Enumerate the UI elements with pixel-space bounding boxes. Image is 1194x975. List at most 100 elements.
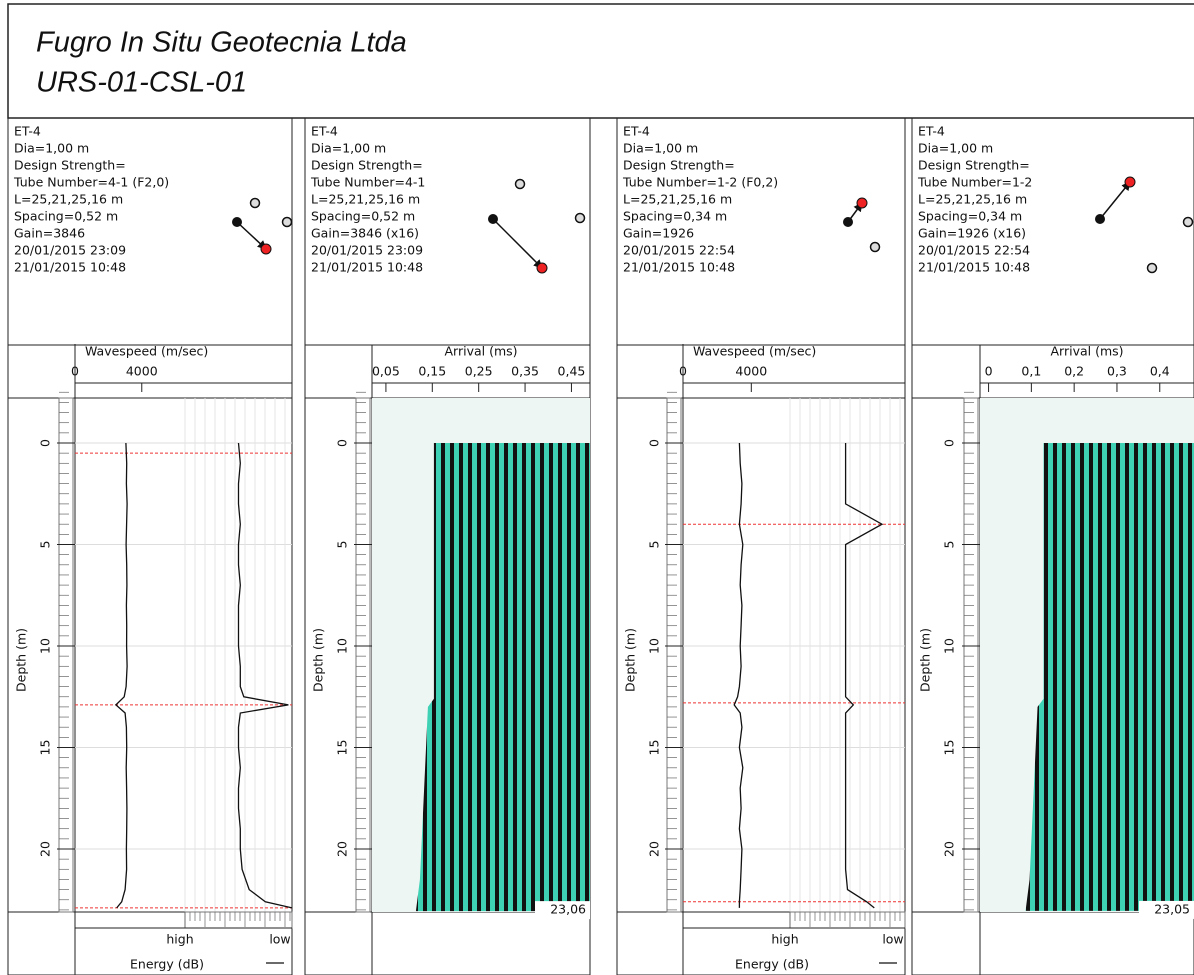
info-line: Tube Number=4-1 (F2,0) [13,175,169,190]
info-line: Gain=3846 (x16) [311,226,419,241]
depth-tick-label: 15 [942,740,957,756]
info-line: Gain=1926 [623,226,694,241]
x-tick-label: 0,05 [372,364,400,379]
energy-ruler [185,912,292,928]
info-line: ET-4 [311,124,338,139]
tube-receiver [1125,177,1135,187]
info-line: Dia=1,00 m [918,141,993,156]
depth-title: Depth (m) [918,628,933,692]
tube [1184,218,1193,227]
tube-source [232,217,242,227]
info-line: Spacing=0,34 m [623,209,727,224]
depth-ruler [356,398,370,912]
info-line: 21/01/2015 10:48 [311,260,423,275]
depth-tick-label: 5 [942,541,957,549]
tube-path [237,222,266,249]
energy-low: low [882,932,903,947]
energy-title: Energy (dB) [130,957,204,972]
info-line: ET-4 [918,124,945,139]
x-tick-label: 4000 [126,364,158,379]
info-line: Gain=3846 [14,226,85,241]
info-line: 20/01/2015 22:54 [623,243,735,258]
axis-title: Wavespeed (m/sec) [85,344,208,359]
info-line: Design Strength= [14,158,126,173]
x-tick-label: 0,35 [511,364,539,379]
waterfall [416,443,590,911]
info-line: Tube Number=4-1 [310,175,425,190]
tube-receiver [857,198,867,208]
end-depth-label: 23,05 [1154,901,1190,916]
info-line: L=25,21,25,16 m [918,192,1027,207]
info-line: 21/01/2015 10:48 [14,260,126,275]
tube [516,180,525,189]
depth-tick-label: 20 [942,841,957,857]
info-line: 21/01/2015 10:48 [623,260,735,275]
x-tick-label: 0 [71,364,79,379]
tube [576,214,585,223]
energy-ruler [790,912,905,928]
depth-tick-label: 10 [335,638,350,654]
tube-receiver [537,263,547,273]
tube-source [488,214,498,224]
depth-tick-label: 10 [38,638,53,654]
tube [283,218,292,227]
x-tick-label: 0,15 [418,364,446,379]
header-box [8,4,1194,118]
info-line: L=25,21,25,16 m [14,192,123,207]
depth-ruler [59,398,73,912]
wavespeed-trace [734,443,743,908]
info-line: Dia=1,00 m [623,141,698,156]
info-line: Spacing=0,34 m [918,209,1022,224]
depth-tick-label: 0 [942,439,957,447]
x-tick-label: 0,25 [465,364,493,379]
x-tick-label: 4000 [735,364,767,379]
info-line: 20/01/2015 23:09 [311,243,423,258]
info-line: ET-4 [14,124,41,139]
depth-tick-label: 0 [335,439,350,447]
tube [1148,264,1157,273]
axis-title: Wavespeed (m/sec) [693,344,816,359]
energy-title: Energy (dB) [735,957,809,972]
tube [871,243,880,252]
depth-ruler [667,398,681,912]
info-line: L=25,21,25,16 m [623,192,732,207]
x-tick-label: 0,2 [1064,364,1084,379]
report-title: URS-01-CSL-01 [36,67,247,99]
company: Fugro In Situ Geotecnia Ltda [36,27,407,59]
info-line: Tube Number=1-2 (F0,2) [622,175,778,190]
end-depth-label: 23,06 [550,902,586,917]
waterfall [1026,443,1194,911]
depth-tick-label: 10 [647,638,662,654]
tube-source [1095,214,1105,224]
x-tick-label: 0,1 [1021,364,1041,379]
info-line: Gain=1926 (x16) [918,226,1026,241]
info-line: 20/01/2015 23:09 [14,243,126,258]
info-line: 21/01/2015 10:48 [918,260,1030,275]
depth-tick-label: 0 [647,439,662,447]
depth-tick-label: 10 [942,638,957,654]
page: {"chart_data": {"type": "csl-log", "head… [0,0,1194,975]
tube-path [1100,182,1130,219]
info-line: L=25,21,25,16 m [311,192,420,207]
x-tick-label: 0 [985,364,993,379]
info-line: 20/01/2015 22:54 [918,243,1030,258]
depth-title: Depth (m) [14,628,29,692]
info-line: ET-4 [623,124,650,139]
depth-tick-label: 20 [647,841,662,857]
info-line: Design Strength= [918,158,1030,173]
info-line: Dia=1,00 m [311,141,386,156]
x-tick-label: 0,45 [558,364,586,379]
depth-tick-label: 20 [335,841,350,857]
depth-tick-label: 15 [38,740,53,756]
depth-tick-label: 15 [647,740,662,756]
depth-title: Depth (m) [623,628,638,692]
depth-tick-label: 5 [38,541,53,549]
tube-source [843,217,853,227]
depth-tick-label: 15 [335,740,350,756]
axis-title: Arrival (ms) [444,344,517,359]
info-line: Design Strength= [623,158,735,173]
info-line: Design Strength= [311,158,423,173]
energy-trace [846,443,882,908]
depth-tick-label: 5 [647,541,662,549]
x-tick-label: 0,3 [1107,364,1127,379]
